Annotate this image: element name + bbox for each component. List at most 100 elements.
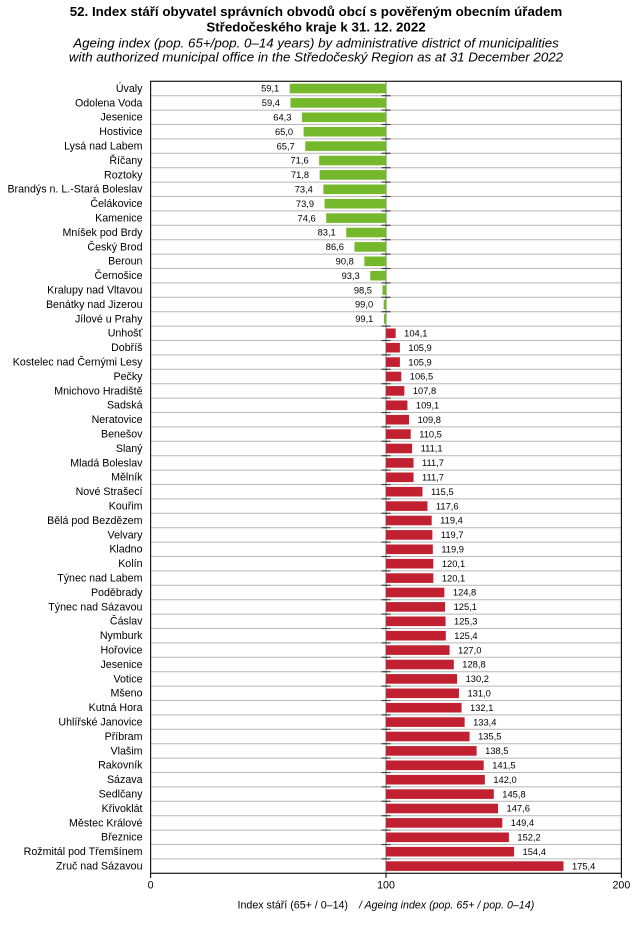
svg-text:71,8: 71,8 bbox=[291, 170, 309, 180]
svg-text:with authorized municipal off: with authorized municipal office in the … bbox=[69, 50, 564, 65]
svg-text:Rožmitál pod Třemšínem: Rožmitál pod Třemšínem bbox=[24, 846, 143, 858]
svg-text:Pečky: Pečky bbox=[113, 371, 143, 383]
svg-text:Středočeského kraje k 31. 12.: Středočeského kraje k 31. 12. 2022 bbox=[206, 20, 425, 35]
svg-text:Mšeno: Mšeno bbox=[111, 688, 143, 700]
svg-text:107,8: 107,8 bbox=[413, 386, 436, 396]
svg-text:Černošice: Černošice bbox=[95, 269, 143, 282]
svg-text:Jesenice: Jesenice bbox=[100, 112, 142, 124]
svg-text:Kralupy nad Vltavou: Kralupy nad Vltavou bbox=[47, 285, 142, 297]
svg-text:Jílové u Prahy: Jílové u Prahy bbox=[75, 313, 143, 325]
svg-text:59,4: 59,4 bbox=[262, 98, 280, 108]
svg-text:Odolena Voda: Odolena Voda bbox=[75, 97, 143, 109]
svg-text:Příbram: Příbram bbox=[105, 731, 143, 743]
svg-text:Mělník: Mělník bbox=[111, 472, 143, 484]
svg-text:98,5: 98,5 bbox=[354, 285, 372, 295]
svg-text:119,9: 119,9 bbox=[441, 545, 464, 555]
svg-text:117,6: 117,6 bbox=[436, 501, 459, 511]
svg-text:200: 200 bbox=[613, 880, 631, 892]
svg-text:Městec Králové: Městec Králové bbox=[69, 817, 143, 829]
svg-text:93,3: 93,3 bbox=[342, 271, 360, 281]
svg-text:Hořovice: Hořovice bbox=[100, 645, 142, 657]
svg-text:Uhlířské Janovice: Uhlířské Janovice bbox=[58, 717, 142, 729]
svg-text:74,6: 74,6 bbox=[298, 213, 316, 223]
svg-text:Velvary: Velvary bbox=[108, 529, 144, 541]
svg-text:Hostivice: Hostivice bbox=[99, 126, 142, 138]
svg-text:138,5: 138,5 bbox=[485, 746, 508, 756]
svg-text:Zruč nad Sázavou: Zruč nad Sázavou bbox=[56, 861, 143, 873]
svg-text:125,4: 125,4 bbox=[454, 631, 477, 641]
svg-text:Index stáří (65+ / 0–14)/ Age: Index stáří (65+ / 0–14) / Ageing index (… bbox=[238, 899, 535, 911]
svg-text:Nymburk: Nymburk bbox=[100, 630, 143, 642]
svg-text:99,0: 99,0 bbox=[355, 300, 373, 310]
svg-text:142,0: 142,0 bbox=[493, 775, 516, 785]
svg-text:Benátky nad Jizerou: Benátky nad Jizerou bbox=[46, 299, 143, 311]
svg-text:Mladá Boleslav: Mladá Boleslav bbox=[70, 457, 143, 469]
svg-text:Říčany: Říčany bbox=[109, 154, 143, 167]
svg-text:100: 100 bbox=[377, 880, 395, 892]
svg-text:132,1: 132,1 bbox=[470, 703, 493, 713]
svg-text:109,1: 109,1 bbox=[416, 401, 439, 411]
svg-text:Kamenice: Kamenice bbox=[95, 213, 142, 225]
svg-text:109,8: 109,8 bbox=[418, 415, 441, 425]
svg-text:86,6: 86,6 bbox=[326, 242, 344, 252]
svg-text:73,9: 73,9 bbox=[296, 199, 314, 209]
svg-text:Úvaly: Úvaly bbox=[116, 82, 143, 95]
svg-text:127,0: 127,0 bbox=[458, 645, 481, 655]
svg-text:111,1: 111,1 bbox=[421, 444, 443, 454]
svg-text:Týnec nad Labem: Týnec nad Labem bbox=[57, 573, 142, 585]
svg-text:71,6: 71,6 bbox=[290, 156, 308, 166]
svg-text:Ageing index (pop. 65+/pop.: Ageing index (pop. 65+/pop. 0–14 years) … bbox=[72, 35, 559, 50]
svg-text:65,0: 65,0 bbox=[275, 127, 293, 137]
svg-text:105,9: 105,9 bbox=[408, 343, 431, 353]
svg-text:Bělá pod Bezdězem: Bělá pod Bezdězem bbox=[47, 515, 142, 527]
svg-text:Český Brod: Český Brod bbox=[87, 240, 142, 253]
svg-text:Sázava: Sázava bbox=[107, 774, 143, 786]
svg-text:135,5: 135,5 bbox=[478, 732, 501, 742]
svg-text:119,4: 119,4 bbox=[440, 516, 463, 526]
svg-text:Kutná Hora: Kutná Hora bbox=[89, 702, 143, 714]
svg-text:106,5: 106,5 bbox=[410, 372, 433, 382]
svg-text:152,2: 152,2 bbox=[517, 833, 540, 843]
svg-text:131,0: 131,0 bbox=[467, 689, 490, 699]
svg-text:154,4: 154,4 bbox=[523, 847, 546, 857]
svg-text:120,1: 120,1 bbox=[442, 559, 465, 569]
svg-text:Jesenice: Jesenice bbox=[100, 659, 142, 671]
svg-text:Lysá nad Labem: Lysá nad Labem bbox=[64, 141, 143, 153]
svg-text:125,3: 125,3 bbox=[454, 617, 477, 627]
svg-text:Kouřim: Kouřim bbox=[109, 501, 143, 513]
svg-text:Slaný: Slaný bbox=[116, 443, 143, 455]
svg-text:Sadská: Sadská bbox=[107, 400, 143, 412]
svg-text:104,1: 104,1 bbox=[404, 329, 427, 339]
svg-text:99,1: 99,1 bbox=[355, 314, 373, 324]
svg-text:65,7: 65,7 bbox=[277, 141, 295, 151]
svg-text:Unhošť: Unhošť bbox=[108, 328, 144, 340]
svg-text:Křivoklát: Křivoklát bbox=[102, 803, 143, 815]
svg-text:73,4: 73,4 bbox=[295, 185, 313, 195]
svg-text:64,3: 64,3 bbox=[273, 113, 291, 123]
svg-text:Dobříš: Dobříš bbox=[111, 342, 142, 354]
svg-text:133,4: 133,4 bbox=[473, 717, 496, 727]
svg-text:120,1: 120,1 bbox=[442, 573, 465, 583]
svg-text:Čelákovice: Čelákovice bbox=[90, 197, 142, 210]
svg-text:Votice: Votice bbox=[113, 673, 142, 685]
svg-text:145,8: 145,8 bbox=[502, 789, 525, 799]
svg-text:Beroun: Beroun bbox=[108, 256, 142, 268]
svg-text:Kolín: Kolín bbox=[118, 558, 142, 570]
svg-text:Nové Strašecí: Nové Strašecí bbox=[76, 486, 143, 498]
svg-text:83,1: 83,1 bbox=[318, 228, 336, 238]
svg-text:130,2: 130,2 bbox=[466, 674, 489, 684]
svg-text:111,7: 111,7 bbox=[422, 473, 444, 483]
svg-text:Rakovník: Rakovník bbox=[98, 760, 143, 772]
svg-text:105,9: 105,9 bbox=[408, 357, 431, 367]
svg-text:Čáslav: Čáslav bbox=[110, 615, 143, 628]
svg-text:149,4: 149,4 bbox=[511, 818, 534, 828]
svg-text:175,4: 175,4 bbox=[572, 861, 595, 871]
svg-text:0: 0 bbox=[148, 880, 154, 892]
svg-text:Týnec nad Sázavou: Týnec nad Sázavou bbox=[48, 601, 142, 613]
svg-text:Neratovice: Neratovice bbox=[92, 414, 143, 426]
svg-text:119,7: 119,7 bbox=[441, 530, 464, 540]
svg-text:124,8: 124,8 bbox=[453, 588, 476, 598]
svg-text:Brandýs n. L.-Stará Boleslav: Brandýs n. L.-Stará Boleslav bbox=[7, 184, 143, 196]
svg-text:Poděbrady: Poděbrady bbox=[91, 587, 143, 599]
svg-text:Kostelec nad Černými Lesy: Kostelec nad Černými Lesy bbox=[13, 356, 143, 369]
